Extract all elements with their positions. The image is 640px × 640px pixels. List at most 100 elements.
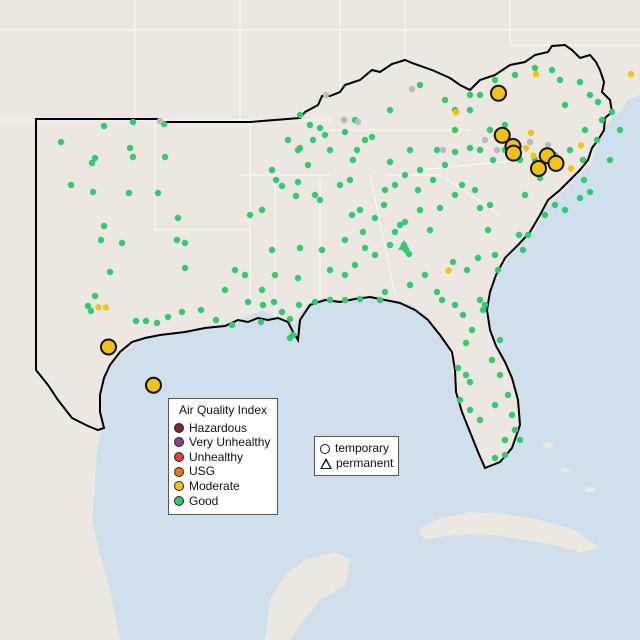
good-monitor-dot[interactable] bbox=[486, 126, 494, 134]
good-monitor-dot[interactable] bbox=[451, 148, 459, 156]
good-monitor-dot[interactable] bbox=[593, 136, 601, 144]
good-monitor-dot[interactable] bbox=[576, 78, 584, 86]
good-monitor-dot[interactable] bbox=[87, 307, 95, 315]
good-monitor-dot[interactable] bbox=[463, 266, 471, 274]
no-data-monitor-dot[interactable] bbox=[439, 146, 447, 154]
good-monitor-dot[interactable] bbox=[504, 391, 512, 399]
good-monitor-dot[interactable] bbox=[361, 244, 369, 252]
good-monitor-dot[interactable] bbox=[436, 204, 444, 212]
good-monitor-dot[interactable] bbox=[406, 281, 414, 289]
good-monitor-dot[interactable] bbox=[433, 146, 441, 154]
good-monitor-dot[interactable] bbox=[326, 146, 334, 154]
good-monitor-dot[interactable] bbox=[541, 211, 549, 219]
good-monitor-dot[interactable] bbox=[466, 144, 474, 152]
good-monitor-dot[interactable] bbox=[466, 378, 474, 386]
good-monitor-dot[interactable] bbox=[349, 156, 357, 164]
good-monitor-dot[interactable] bbox=[371, 251, 379, 259]
good-monitor-dot[interactable] bbox=[405, 250, 413, 258]
good-monitor-dot[interactable] bbox=[576, 194, 584, 202]
good-monitor-dot[interactable] bbox=[501, 436, 509, 444]
good-monitor-dot[interactable] bbox=[519, 246, 527, 254]
good-monitor-dot[interactable] bbox=[259, 301, 267, 309]
good-monitor-dot[interactable] bbox=[228, 321, 236, 329]
good-monitor-dot[interactable] bbox=[531, 64, 539, 72]
good-monitor-dot[interactable] bbox=[616, 126, 624, 134]
good-monitor-dot[interactable] bbox=[451, 191, 459, 199]
good-monitor-dot[interactable] bbox=[91, 292, 99, 300]
good-monitor-dot[interactable] bbox=[294, 146, 302, 154]
moderate-monitor-dot[interactable] bbox=[452, 109, 460, 116]
good-monitor-dot[interactable] bbox=[106, 268, 114, 276]
good-monitor-dot[interactable] bbox=[454, 364, 462, 372]
moderate-monitor-marker[interactable] bbox=[145, 376, 162, 394]
good-monitor-dot[interactable] bbox=[84, 302, 92, 310]
good-monitor-dot[interactable] bbox=[451, 301, 459, 309]
good-monitor-dot[interactable] bbox=[376, 296, 384, 304]
good-monitor-dot[interactable] bbox=[97, 236, 105, 244]
good-monitor-dot[interactable] bbox=[466, 106, 474, 114]
good-monitor-dot[interactable] bbox=[272, 176, 280, 184]
good-monitor-dot[interactable] bbox=[496, 371, 504, 379]
good-monitor-dot[interactable] bbox=[294, 274, 302, 282]
good-monitor-dot[interactable] bbox=[294, 178, 302, 186]
good-monitor-dot[interactable] bbox=[321, 131, 329, 139]
good-monitor-dot[interactable] bbox=[318, 246, 326, 254]
no-data-monitor-dot[interactable] bbox=[544, 141, 552, 149]
good-monitor-dot[interactable] bbox=[296, 111, 304, 119]
good-monitor-dot[interactable] bbox=[316, 196, 324, 204]
good-monitor-dot[interactable] bbox=[153, 319, 161, 327]
good-monitor-dot[interactable] bbox=[174, 214, 182, 222]
good-monitor-dot[interactable] bbox=[292, 192, 300, 200]
good-monitor-dot[interactable] bbox=[488, 356, 496, 364]
no-data-monitor-dot[interactable] bbox=[340, 116, 348, 124]
good-monitor-dot[interactable] bbox=[306, 121, 314, 129]
no-data-monitor-dot[interactable] bbox=[322, 91, 330, 99]
good-monitor-dot[interactable] bbox=[471, 186, 479, 194]
good-monitor-dot[interactable] bbox=[511, 71, 519, 79]
good-monitor-dot[interactable] bbox=[580, 176, 588, 184]
good-monitor-dot[interactable] bbox=[481, 301, 489, 309]
good-monitor-dot[interactable] bbox=[391, 228, 399, 236]
moderate-monitor-marker[interactable] bbox=[530, 159, 547, 177]
good-monitor-dot[interactable] bbox=[386, 158, 394, 166]
good-monitor-dot[interactable] bbox=[386, 241, 394, 249]
good-monitor-dot[interactable] bbox=[309, 136, 317, 144]
good-monitor-dot[interactable] bbox=[456, 396, 464, 404]
good-monitor-dot[interactable] bbox=[462, 371, 470, 379]
good-monitor-dot[interactable] bbox=[524, 231, 532, 239]
good-monitor-dot[interactable] bbox=[521, 191, 529, 199]
good-monitor-dot[interactable] bbox=[268, 166, 276, 174]
good-monitor-dot[interactable] bbox=[386, 106, 394, 114]
good-monitor-dot[interactable] bbox=[244, 298, 252, 306]
good-monitor-dot[interactable] bbox=[197, 306, 205, 314]
good-monitor-dot[interactable] bbox=[561, 206, 569, 214]
good-monitor-dot[interactable] bbox=[132, 317, 140, 325]
good-monitor-dot[interactable] bbox=[416, 166, 424, 174]
good-monitor-dot[interactable] bbox=[401, 218, 409, 226]
good-monitor-dot[interactable] bbox=[371, 214, 379, 222]
good-monitor-dot[interactable] bbox=[326, 296, 334, 304]
good-monitor-dot[interactable] bbox=[67, 181, 75, 189]
good-monitor-dot[interactable] bbox=[401, 171, 409, 179]
good-monitor-dot[interactable] bbox=[416, 81, 424, 89]
good-monitor-dot[interactable] bbox=[296, 244, 304, 252]
good-monitor-dot[interactable] bbox=[380, 201, 388, 209]
good-monitor-dot[interactable] bbox=[586, 91, 594, 99]
good-monitor-dot[interactable] bbox=[491, 401, 499, 409]
moderate-monitor-marker[interactable] bbox=[505, 144, 522, 162]
good-monitor-dot[interactable] bbox=[466, 91, 474, 99]
moderate-monitor-marker[interactable] bbox=[493, 126, 511, 144]
moderate-monitor-dot[interactable] bbox=[627, 70, 635, 78]
good-monitor-dot[interactable] bbox=[311, 191, 319, 199]
good-monitor-dot[interactable] bbox=[258, 206, 266, 214]
good-monitor-dot[interactable] bbox=[178, 308, 186, 316]
good-monitor-dot[interactable] bbox=[304, 161, 312, 169]
good-monitor-dot[interactable] bbox=[311, 298, 319, 306]
good-monitor-dot[interactable] bbox=[416, 206, 424, 214]
moderate-monitor-marker[interactable] bbox=[547, 154, 565, 172]
good-monitor-dot[interactable] bbox=[516, 436, 524, 444]
good-monitor-dot[interactable] bbox=[476, 204, 484, 212]
good-monitor-dot[interactable] bbox=[381, 186, 389, 194]
good-monitor-dot[interactable] bbox=[396, 221, 404, 229]
good-monitor-dot[interactable] bbox=[551, 201, 559, 209]
